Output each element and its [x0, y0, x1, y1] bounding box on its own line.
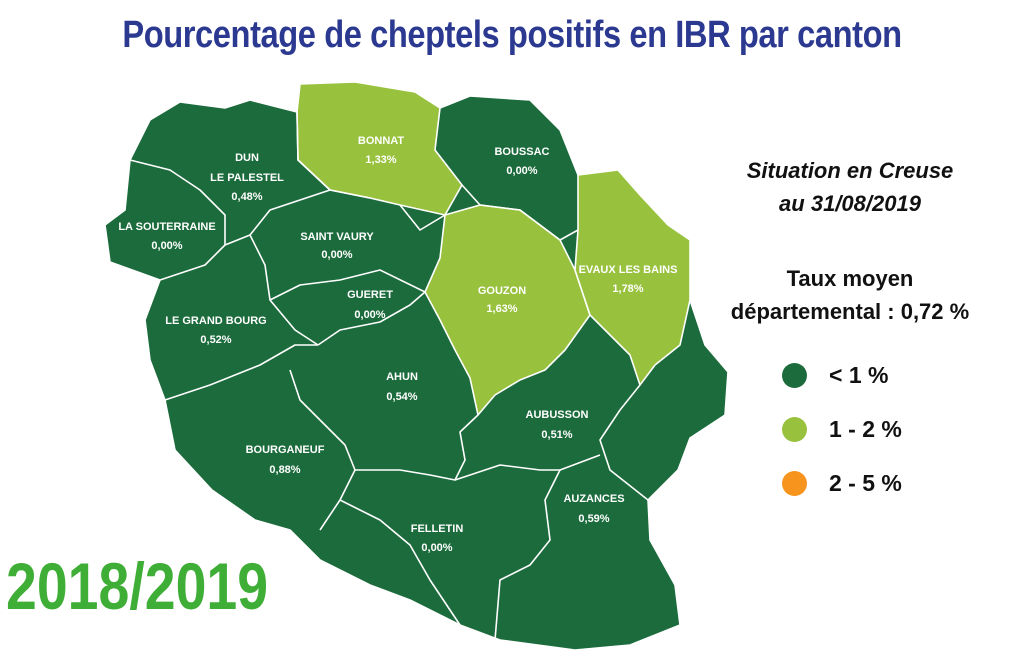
situation-line-1: Situation en Creuse — [746, 158, 954, 183]
canton-label: LA SOUTERRAINE — [118, 221, 215, 233]
canton-value: 1,78% — [612, 283, 643, 295]
boundary-felletin-auzances — [494, 469, 561, 641]
canton-value: 0,00% — [321, 249, 352, 261]
legend: < 1 % 1 - 2 % 2 - 5 % — [782, 360, 902, 522]
canton-value: 0,00% — [151, 240, 182, 252]
legend-swatch-dark-green — [782, 362, 807, 388]
situation-line-2: au 31/08/2019 — [779, 191, 921, 216]
canton-label: LE PALESTEL — [210, 172, 284, 184]
canton-value: 0,00% — [354, 309, 385, 321]
canton-label: AUBUSSON — [526, 409, 589, 421]
boundary-aubusson-felletin — [454, 454, 601, 481]
legend-swatch-light-green — [782, 416, 807, 442]
boundary-grandbourg-bourganeuf — [164, 344, 318, 401]
boundary-boussac-gouzon — [461, 184, 579, 241]
canton-label: EVAUX LES BAINS — [579, 264, 678, 276]
season-label: 2018/2019 — [6, 549, 269, 623]
canton-value: 0,51% — [541, 429, 572, 441]
canton-value: 0,48% — [231, 191, 262, 203]
boundary-souterraine-grandbourg — [159, 244, 226, 281]
canton-value: 0,00% — [421, 542, 452, 554]
canton-value: 0,59% — [578, 513, 609, 525]
canton-value: 0,00% — [506, 165, 537, 177]
canton-label: GOUZON — [478, 285, 526, 297]
canton-value: 0,54% — [386, 391, 417, 403]
boundary-stvaury-gouzon — [399, 204, 446, 231]
canton-label: GUERET — [347, 289, 393, 301]
legend-label: < 1 % — [829, 361, 889, 388]
boundary-dun-bonnat — [296, 111, 371, 199]
boundary-gueret-ahun — [317, 291, 426, 346]
canton-label: BOURGANEUF — [246, 444, 325, 456]
boundary-bourganeuf-felletin — [339, 499, 461, 626]
boundary-aubusson-auzances — [599, 384, 649, 501]
legend-item: 2 - 5 % — [782, 468, 902, 498]
canton-value: 1,63% — [486, 303, 517, 315]
situation-caption: Situation en Creuse au 31/08/2019 — [720, 154, 980, 220]
canton-evaux-area — [574, 169, 691, 386]
canton-label: AHUN — [386, 371, 418, 383]
canton-value: 0,88% — [269, 464, 300, 476]
legend-item: 1 - 2 % — [782, 414, 902, 444]
boundary-stvaury-gueret — [269, 269, 426, 301]
legend-label: 1 - 2 % — [829, 415, 902, 442]
canton-value: 0,52% — [200, 334, 231, 346]
canton-label: AUZANCES — [563, 493, 624, 505]
canton-value: 1,33% — [365, 154, 396, 166]
canton-label: BOUSSAC — [494, 146, 549, 158]
legend-label: 2 - 5 % — [829, 469, 902, 496]
average-rate: Taux moyen départemental : 0,72 % — [720, 262, 980, 328]
average-rate-value: départemental : 0,72 % — [730, 299, 970, 324]
average-rate-label: Taux moyen — [786, 266, 914, 291]
canton-label: LE GRAND BOURG — [165, 315, 266, 327]
legend-swatch-orange — [782, 470, 807, 496]
canton-label: BONNAT — [358, 135, 405, 147]
map-title: Pourcentage de cheptels positifs en IBR … — [122, 14, 902, 56]
canton-label: DUN — [235, 152, 259, 164]
canton-label: SAINT VAURY — [300, 231, 374, 243]
legend-item: < 1 % — [782, 360, 902, 390]
boundary-dun-stvaury — [224, 189, 331, 246]
canton-label: FELLETIN — [411, 523, 464, 535]
boundary-dun-souterraine — [129, 159, 226, 245]
